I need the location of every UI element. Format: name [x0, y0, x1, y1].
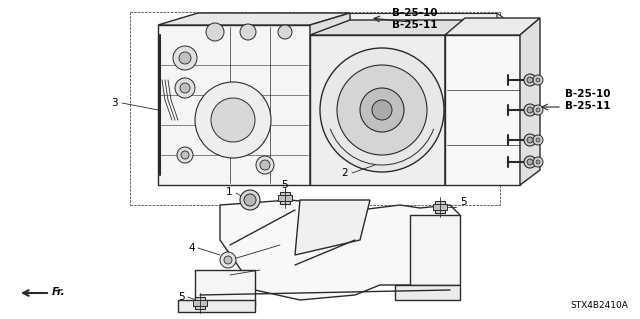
Polygon shape	[310, 35, 445, 185]
Circle shape	[244, 194, 256, 206]
Circle shape	[256, 156, 274, 174]
Circle shape	[175, 78, 195, 98]
Circle shape	[527, 137, 533, 143]
Text: 5: 5	[282, 180, 288, 190]
Bar	[280, 192, 290, 204]
Circle shape	[320, 48, 444, 172]
Circle shape	[211, 98, 255, 142]
Polygon shape	[497, 13, 520, 185]
Circle shape	[372, 100, 392, 120]
Circle shape	[240, 190, 260, 210]
Circle shape	[179, 52, 191, 64]
Text: 5: 5	[460, 197, 467, 207]
Circle shape	[527, 107, 533, 113]
Polygon shape	[310, 20, 480, 35]
Circle shape	[278, 25, 292, 39]
Bar	[435, 201, 445, 213]
Polygon shape	[158, 13, 350, 25]
Polygon shape	[395, 285, 460, 300]
Circle shape	[360, 88, 404, 132]
Circle shape	[533, 135, 543, 145]
Polygon shape	[195, 270, 255, 305]
Circle shape	[180, 83, 190, 93]
Text: STX4B2410A: STX4B2410A	[570, 301, 628, 310]
Text: 5: 5	[179, 292, 185, 302]
Circle shape	[260, 160, 270, 170]
Circle shape	[220, 252, 236, 268]
Circle shape	[195, 82, 271, 158]
Circle shape	[524, 134, 536, 146]
Text: Fr.: Fr.	[52, 287, 66, 297]
Polygon shape	[178, 300, 255, 312]
Circle shape	[177, 147, 193, 163]
Polygon shape	[520, 18, 540, 185]
Circle shape	[533, 105, 543, 115]
Circle shape	[533, 75, 543, 85]
Circle shape	[527, 77, 533, 83]
Text: 1: 1	[225, 187, 232, 197]
Circle shape	[536, 160, 540, 164]
Polygon shape	[410, 215, 460, 285]
Polygon shape	[445, 18, 540, 35]
Bar	[195, 297, 205, 309]
Text: 3: 3	[111, 98, 118, 108]
Polygon shape	[445, 35, 520, 185]
Bar	[433, 204, 447, 210]
Circle shape	[536, 108, 540, 112]
Polygon shape	[295, 200, 370, 255]
Circle shape	[224, 256, 232, 264]
Circle shape	[524, 74, 536, 86]
Bar	[278, 195, 292, 201]
Text: 4: 4	[188, 243, 195, 253]
Circle shape	[337, 65, 427, 155]
Circle shape	[524, 104, 536, 116]
Circle shape	[527, 159, 533, 165]
Bar	[193, 300, 207, 306]
Circle shape	[536, 78, 540, 82]
Polygon shape	[200, 13, 497, 55]
Polygon shape	[310, 13, 350, 185]
Circle shape	[524, 156, 536, 168]
Polygon shape	[220, 200, 460, 300]
Text: B-25-10
B-25-11: B-25-10 B-25-11	[565, 89, 611, 111]
Circle shape	[533, 157, 543, 167]
Polygon shape	[158, 25, 310, 185]
Polygon shape	[445, 20, 480, 185]
Text: 2: 2	[341, 168, 348, 178]
Circle shape	[206, 23, 224, 41]
Circle shape	[173, 46, 197, 70]
Circle shape	[181, 151, 189, 159]
Text: B-25-10
B-25-11: B-25-10 B-25-11	[392, 8, 438, 30]
Circle shape	[536, 138, 540, 142]
Circle shape	[240, 24, 256, 40]
